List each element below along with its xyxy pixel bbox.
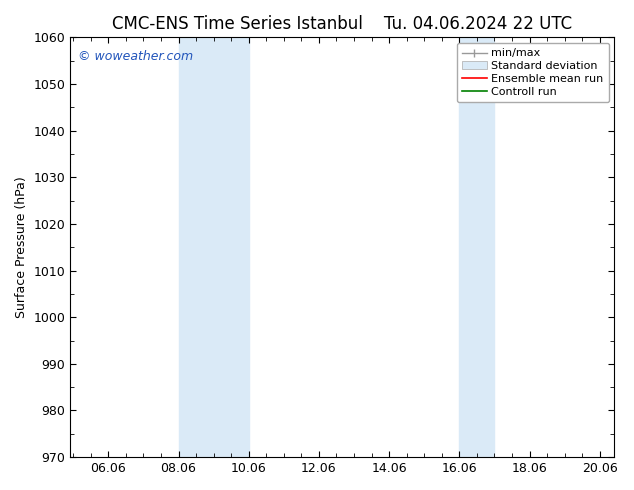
Legend: min/max, Standard deviation, Ensemble mean run, Controll run: min/max, Standard deviation, Ensemble me…: [456, 43, 609, 102]
Y-axis label: Surface Pressure (hPa): Surface Pressure (hPa): [15, 176, 28, 318]
Bar: [459, 37, 495, 457]
Bar: [179, 37, 249, 457]
Title: CMC-ENS Time Series Istanbul    Tu. 04.06.2024 22 UTC: CMC-ENS Time Series Istanbul Tu. 04.06.2…: [112, 15, 573, 33]
Text: © woweather.com: © woweather.com: [79, 50, 193, 63]
